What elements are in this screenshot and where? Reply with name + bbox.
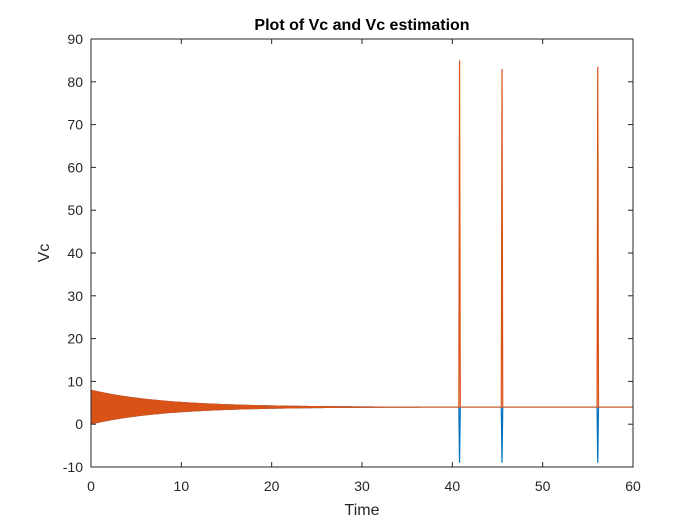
x-tick-label: 50 bbox=[535, 478, 551, 494]
y-tick-label: 0 bbox=[75, 416, 83, 432]
plot-area bbox=[91, 39, 633, 467]
x-tick-label: 60 bbox=[625, 478, 641, 494]
y-tick-label: -10 bbox=[63, 459, 83, 475]
y-tick-label: 50 bbox=[67, 202, 83, 218]
y-tick-label: 40 bbox=[67, 245, 83, 261]
chart-title: Plot of Vc and Vc estimation bbox=[254, 17, 469, 34]
y-tick-label: 90 bbox=[67, 31, 83, 47]
x-tick-label: 20 bbox=[264, 478, 280, 494]
x-tick-label: 10 bbox=[174, 478, 190, 494]
y-tick-label: 80 bbox=[67, 74, 83, 90]
x-axis-label: Time bbox=[345, 502, 380, 519]
x-tick-label: 30 bbox=[354, 478, 370, 494]
x-axis: 0 10 20 30 40 50 60 bbox=[87, 39, 641, 494]
x-tick-label: 40 bbox=[445, 478, 461, 494]
y-tick-label: 70 bbox=[67, 117, 83, 133]
series-1 bbox=[90, 60, 633, 425]
series-1-line bbox=[91, 60, 633, 408]
y-tick-label: 20 bbox=[67, 331, 83, 347]
y-axis-label: Vc bbox=[36, 244, 53, 263]
x-tick-label: 0 bbox=[87, 478, 95, 494]
y-tick-label: 10 bbox=[67, 373, 83, 389]
y-tick-label: 60 bbox=[67, 159, 83, 175]
series-0-line bbox=[91, 406, 633, 463]
y-axis: -10 0 10 20 30 40 50 60 70 80 90 bbox=[63, 31, 633, 475]
series-layer bbox=[90, 60, 633, 463]
y-tick-label: 30 bbox=[67, 288, 83, 304]
